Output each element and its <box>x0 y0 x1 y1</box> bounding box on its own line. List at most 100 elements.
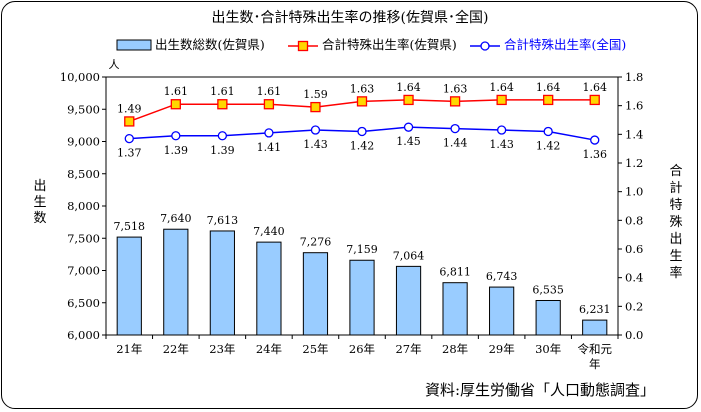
line-point-marker <box>496 125 507 135</box>
line-point-marker <box>124 133 134 144</box>
line-point-marker <box>170 99 181 110</box>
y-right-tick-label: 1.4 <box>625 127 643 141</box>
line-data-label: 1.36 <box>582 148 607 161</box>
legend-swatch-marker <box>480 41 490 51</box>
y-left-tick-label: 10,000 <box>60 70 100 84</box>
y-right-axis-char: 生 <box>669 249 682 264</box>
y-left-axis-label: 出生数 <box>33 179 46 226</box>
line-point-marker <box>171 131 181 141</box>
y-right-axis-char: 率 <box>669 265 682 281</box>
bar-data-label: 6,811 <box>439 266 471 279</box>
bar <box>489 286 515 336</box>
y-right-tick-label: 0.6 <box>625 242 643 256</box>
y-left-axis-char: 数 <box>33 211 46 226</box>
x-tick-label: 24年 <box>256 342 282 356</box>
line-point-marker <box>124 116 135 127</box>
bar-data-label: 7,640 <box>160 212 192 225</box>
line-point-marker <box>403 122 414 132</box>
line-point-marker <box>310 125 321 135</box>
y-right-tick-label: 1.2 <box>625 156 643 170</box>
line-data-label: 1.43 <box>489 138 514 151</box>
plot-area: 6,000 6,500 7,000 7,500 8,000 8,500 9,000 9,500… <box>60 70 644 371</box>
line-point-marker <box>310 101 321 113</box>
line-data-label: 1.64 <box>396 81 421 94</box>
bar-data-label: 7,518 <box>114 220 146 233</box>
y-left-tick-label: 9,000 <box>67 135 100 149</box>
line-data-label: 1.44 <box>443 137 468 150</box>
y-right-tick-label: 1.6 <box>625 99 643 113</box>
line-data-label: 1.61 <box>164 85 189 98</box>
y-left-tick-label: 7,500 <box>67 231 100 245</box>
y-left-axis-char: 出 <box>33 179 46 194</box>
y-right-axis-char: 出 <box>669 232 682 247</box>
bar <box>349 259 375 336</box>
line-data-label: 1.63 <box>350 82 375 95</box>
x-tick-label: 26年 <box>349 342 375 356</box>
line-point-marker <box>356 96 368 107</box>
y-right-axis-char: 殊 <box>669 215 682 230</box>
y-left-unit: 人 <box>109 58 120 71</box>
x-tick-label: 30年 <box>535 342 561 356</box>
line-data-label: 1.64 <box>582 81 607 94</box>
line-data-label: 1.41 <box>257 141 282 154</box>
line-point-marker <box>403 94 414 106</box>
bar-data-label: 7,159 <box>346 243 378 256</box>
bar <box>163 228 189 336</box>
line-point-marker <box>496 94 507 106</box>
bar-data-label: 7,440 <box>253 225 285 238</box>
line-data-label: 1.45 <box>396 135 421 148</box>
line-point-marker <box>357 126 367 137</box>
y-right-axis-label: 合計特殊出生率 <box>669 164 682 281</box>
legend-swatch-bar <box>116 39 152 51</box>
line-point-marker <box>264 128 274 138</box>
x-tick-label: 21年 <box>116 342 142 356</box>
legend-label: 合計特殊出生率(全国) <box>504 37 626 52</box>
line-point-marker <box>263 99 275 110</box>
bar <box>582 319 608 336</box>
line-data-label: 1.49 <box>117 102 142 115</box>
bar <box>302 252 329 336</box>
x-tick-label: 年 <box>589 357 601 371</box>
bar-data-label: 7,276 <box>300 236 332 249</box>
line-data-label: 1.39 <box>210 144 235 157</box>
y-right-axis-char: 合 <box>669 164 682 179</box>
line-data-label: 1.37 <box>117 147 142 160</box>
x-tick-label: 22年 <box>163 342 189 356</box>
y-left-tick-label: 8,500 <box>67 167 100 181</box>
x-tick-label: 27年 <box>395 342 421 356</box>
line-point-marker <box>449 96 461 107</box>
x-tick-label: 28年 <box>442 342 468 356</box>
line-point-marker <box>589 94 600 106</box>
y-right-axis-char: 特 <box>669 198 682 213</box>
y-right-tick-label: 0.2 <box>625 299 643 313</box>
line-data-label: 1.64 <box>536 81 561 94</box>
bar-data-label: 7,064 <box>393 249 425 262</box>
legend-swatch-marker <box>297 40 309 52</box>
y-left-axis-char: 生 <box>33 195 46 210</box>
y-right-tick-label: 0.0 <box>625 328 643 342</box>
line-point-marker <box>543 94 554 106</box>
line-data-label: 1.63 <box>443 82 468 95</box>
y-right-axis-char: 計 <box>669 180 682 196</box>
legend-label: 合計特殊出生率(佐賀県) <box>322 37 457 52</box>
line-point-marker <box>543 126 553 137</box>
bar <box>442 282 468 336</box>
bar-data-label: 6,535 <box>532 283 564 296</box>
line-point-marker <box>217 131 228 141</box>
x-tick-label: 29年 <box>489 342 515 356</box>
y-left-tick-label: 6,500 <box>67 296 100 310</box>
line-data-label: 1.61 <box>257 85 282 98</box>
bar <box>535 299 561 336</box>
source-note: 資料:厚生労働省「人口動態調査」 <box>425 381 655 399</box>
y-right-tick-label: 0.4 <box>625 271 643 285</box>
line-data-label: 1.39 <box>164 144 189 157</box>
x-tick-label: 23年 <box>209 342 235 356</box>
y-right-tick-label: 1.8 <box>625 70 643 84</box>
y-left-tick-label: 8,000 <box>67 199 100 213</box>
line-point-marker <box>217 99 228 110</box>
y-left-tick-label: 6,000 <box>67 328 100 342</box>
bar-data-label: 6,231 <box>579 303 611 316</box>
line-data-label: 1.64 <box>489 81 514 94</box>
